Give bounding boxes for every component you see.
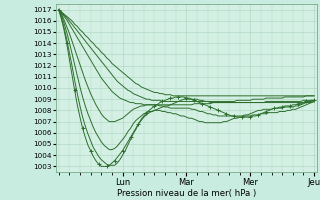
X-axis label: Pression niveau de la mer( hPa ): Pression niveau de la mer( hPa ) — [117, 189, 256, 198]
